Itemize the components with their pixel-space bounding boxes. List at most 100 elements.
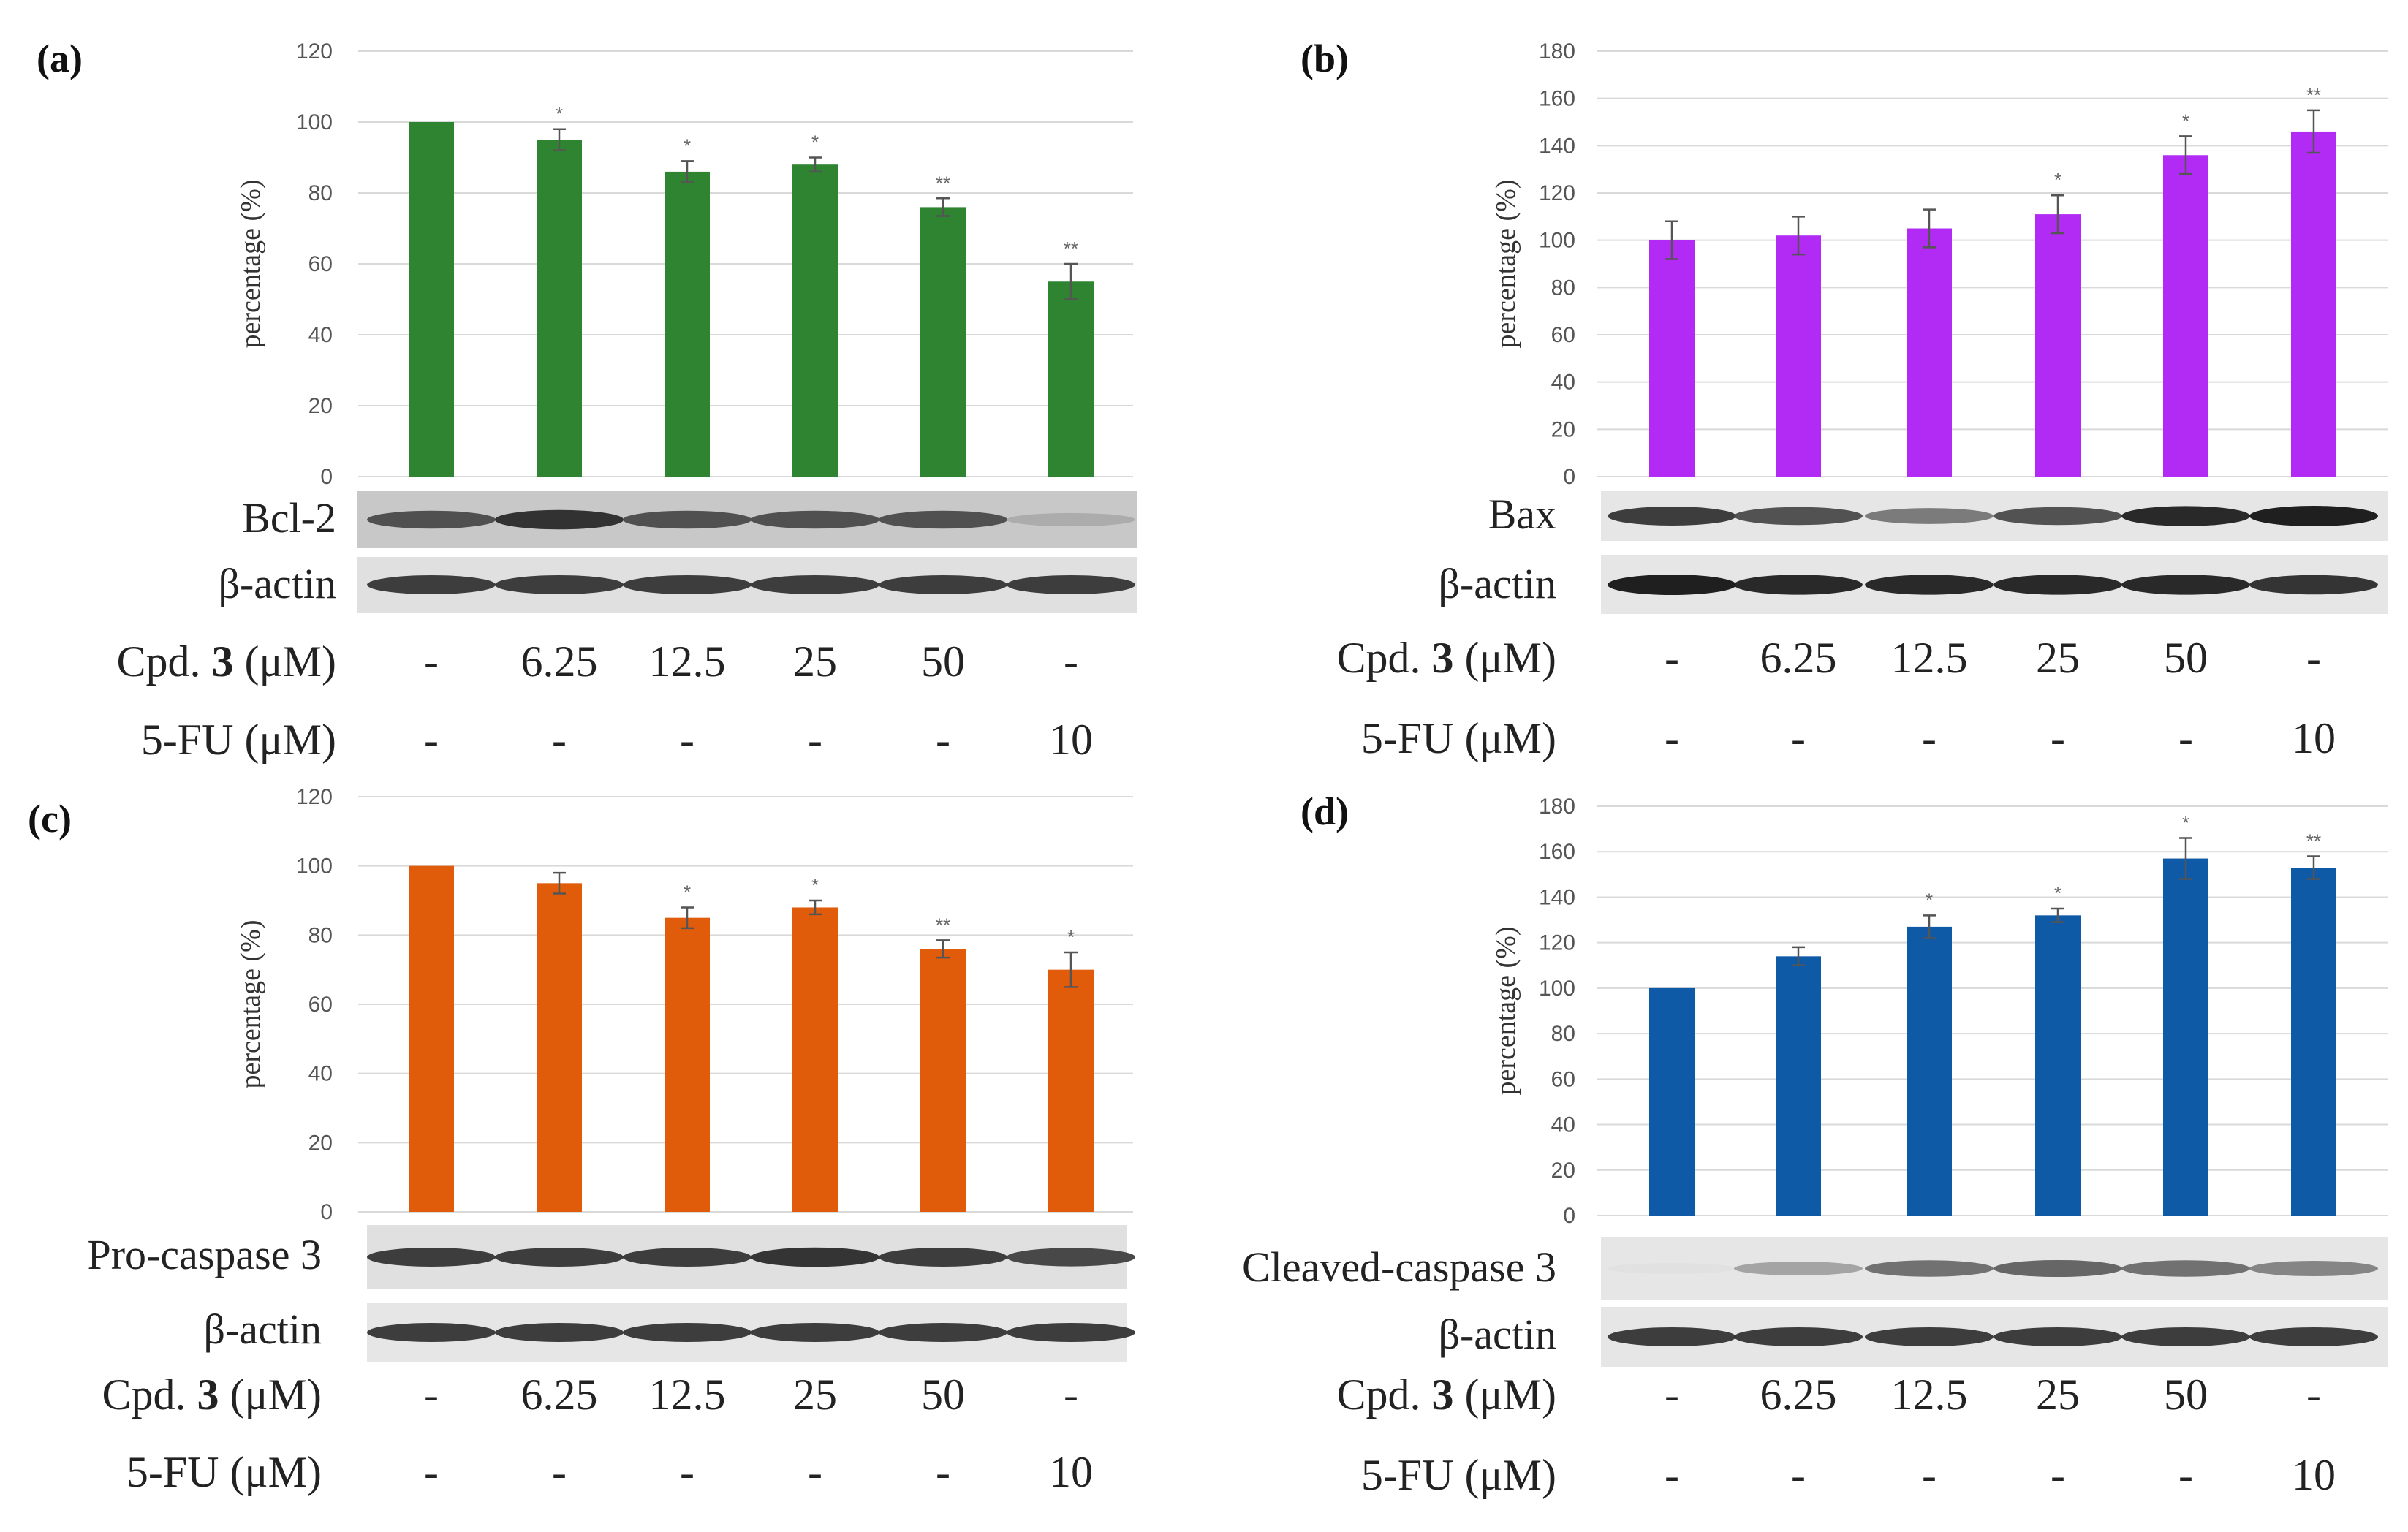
blot-band [1994,1327,2122,1346]
y-tick-label: 60 [1551,1067,1575,1091]
y-tick-label: 40 [308,323,333,347]
bar [1649,240,1695,477]
blot-band [1608,507,1736,526]
treatment-value: - [552,1448,567,1496]
treatment-value: - [424,1448,439,1496]
blot-band [2121,506,2250,526]
blot-band [2249,1261,2378,1276]
blot-label: Pro-caspase 3 [87,1231,322,1278]
bar [920,949,966,1212]
treatment-label-prefix: Cpd. [1336,634,1431,682]
y-tick-label: 80 [308,181,333,205]
y-tick-label: 20 [1551,1159,1575,1183]
blot-label: Bax [1488,490,1556,538]
y-tick-label: 20 [1551,417,1575,441]
blot-band [495,509,624,530]
treatment-label: 5-FU (μM) [1361,1451,1556,1499]
y-axis-label: percentage (%) [1491,926,1521,1095]
treatment-label-prefix: 5-FU (μM) [1361,714,1556,762]
blot-band [1865,508,1994,524]
blot-band [623,575,751,594]
blot-band [1994,1259,2122,1278]
treatment-value: 50 [2164,634,2208,682]
bar [1048,969,1094,1212]
treatment-value: - [1791,1451,1806,1499]
y-axis-label: percentage (%) [235,179,266,348]
y-tick-label: 100 [1539,977,1575,1001]
panel-b: (b) 0 20 40 60 80 100 120 140 160 180 percentage (%… [1204,0,2408,766]
y-tick-label: 60 [308,252,333,276]
treatment-label-prefix: Cpd. [116,637,211,686]
y-tick-label: 100 [296,110,333,134]
treatment-value: 25 [2036,634,2080,682]
bar [409,865,454,1212]
bar [2291,131,2336,477]
treatment-value: 10 [2292,714,2336,762]
treatment-label-suffix: (μM) [1454,1370,1556,1419]
blot-label: Cleaved-caspase 3 [1242,1243,1556,1291]
treatment-label-bold: 3 [197,1370,219,1419]
blot-band [367,510,496,529]
bar [2163,155,2208,477]
blot-band [2121,1327,2250,1346]
treatment-label-prefix: 5-FU (μM) [1361,1451,1556,1499]
treatment-value: - [1665,1451,1679,1499]
blot-band [1865,1327,1994,1346]
treatment-value: - [424,1370,439,1419]
blot-band [2121,574,2250,595]
bar [537,883,582,1212]
blot-band [751,1323,879,1342]
treatment-value: - [1791,714,1806,762]
treatment-value: 6.25 [1760,634,1837,682]
blot-band [1734,1327,1863,1346]
panel-label: (a) [37,37,83,80]
blot-band [623,1323,751,1342]
panel-label: (d) [1300,789,1349,833]
treatment-value: - [2178,714,2193,762]
treatment-label-bold: 3 [1432,634,1454,682]
y-tick-label: 40 [308,1062,333,1086]
treatment-value: - [2051,1451,2065,1499]
bar [1776,235,1821,477]
bar [792,907,838,1212]
blot-band [1007,1248,1135,1267]
treatment-value: - [1665,714,1679,762]
treatment-value: 10 [2292,1451,2336,1499]
blot-band [1865,1260,1994,1277]
treatment-value: - [424,637,439,686]
treatment-value: 50 [921,637,965,686]
y-tick-label: 0 [320,1200,333,1224]
treatment-value: - [1665,634,1679,682]
y-tick-label: 120 [296,39,333,64]
blot-band [367,1248,496,1267]
y-axis-label: percentage (%) [235,919,266,1088]
treatment-label-bold: 3 [212,637,234,686]
y-tick-label: 0 [1563,1204,1575,1228]
y-tick-label: 40 [1551,371,1575,395]
bar [2035,915,2081,1216]
bar [920,207,966,477]
treatment-value: 25 [2036,1370,2080,1419]
treatment-value: - [680,716,694,764]
treatment-value: 12.5 [649,1370,726,1419]
treatment-value: - [2306,634,2321,682]
blot-band [1007,1323,1135,1342]
significance-mark: * [2054,882,2061,904]
bar [1649,987,1695,1216]
significance-mark: * [684,134,691,156]
y-tick-label: 160 [1539,87,1575,111]
treatment-value: - [1665,1370,1679,1419]
treatment-value: - [680,1448,694,1496]
blot-band [1994,574,2122,595]
blot-band [751,510,879,529]
treatment-value: 10 [1049,1448,1093,1496]
treatment-label-suffix: (μM) [234,637,336,686]
treatment-label: 5-FU (μM) [1361,714,1556,762]
treatment-value: - [1064,1370,1078,1419]
treatment-label: 5-FU (μM) [126,1448,322,1496]
significance-mark: * [811,132,819,153]
y-tick-label: 180 [1539,795,1575,819]
blot-band [1608,574,1736,595]
y-axis-label: percentage (%) [1491,179,1521,348]
